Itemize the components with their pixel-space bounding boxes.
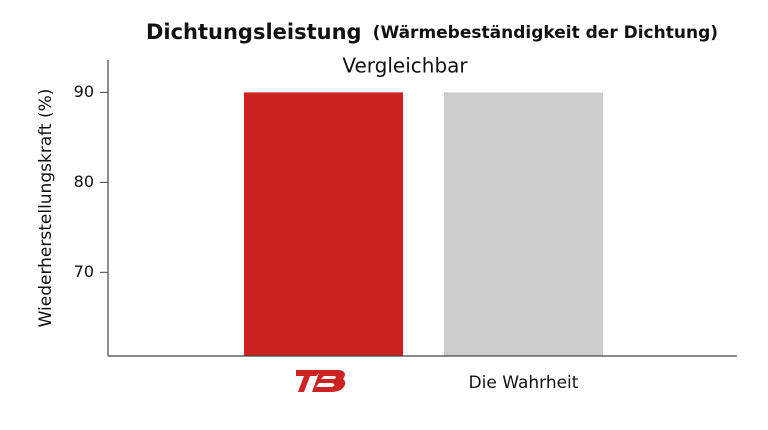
bar [244,92,403,356]
chart-title: Dichtungsleistung [146,20,362,44]
y-axis-label: Wiederherstellungskraft (%) [36,89,56,328]
y-tick-label: 70 [74,262,94,281]
bar [444,92,603,356]
x-tick-label: Die Wahrheit [469,373,579,393]
y-tick-label: 90 [74,82,94,101]
annotation: Vergleichbar [342,54,468,78]
chart-title-group: Dichtungsleistung (Wärmebeständigkeit de… [146,20,718,44]
y-tick-label: 80 [74,172,94,191]
chart-subtitle: (Wärmebeständigkeit der Dichtung) [373,23,718,43]
brand-logo [296,370,346,392]
